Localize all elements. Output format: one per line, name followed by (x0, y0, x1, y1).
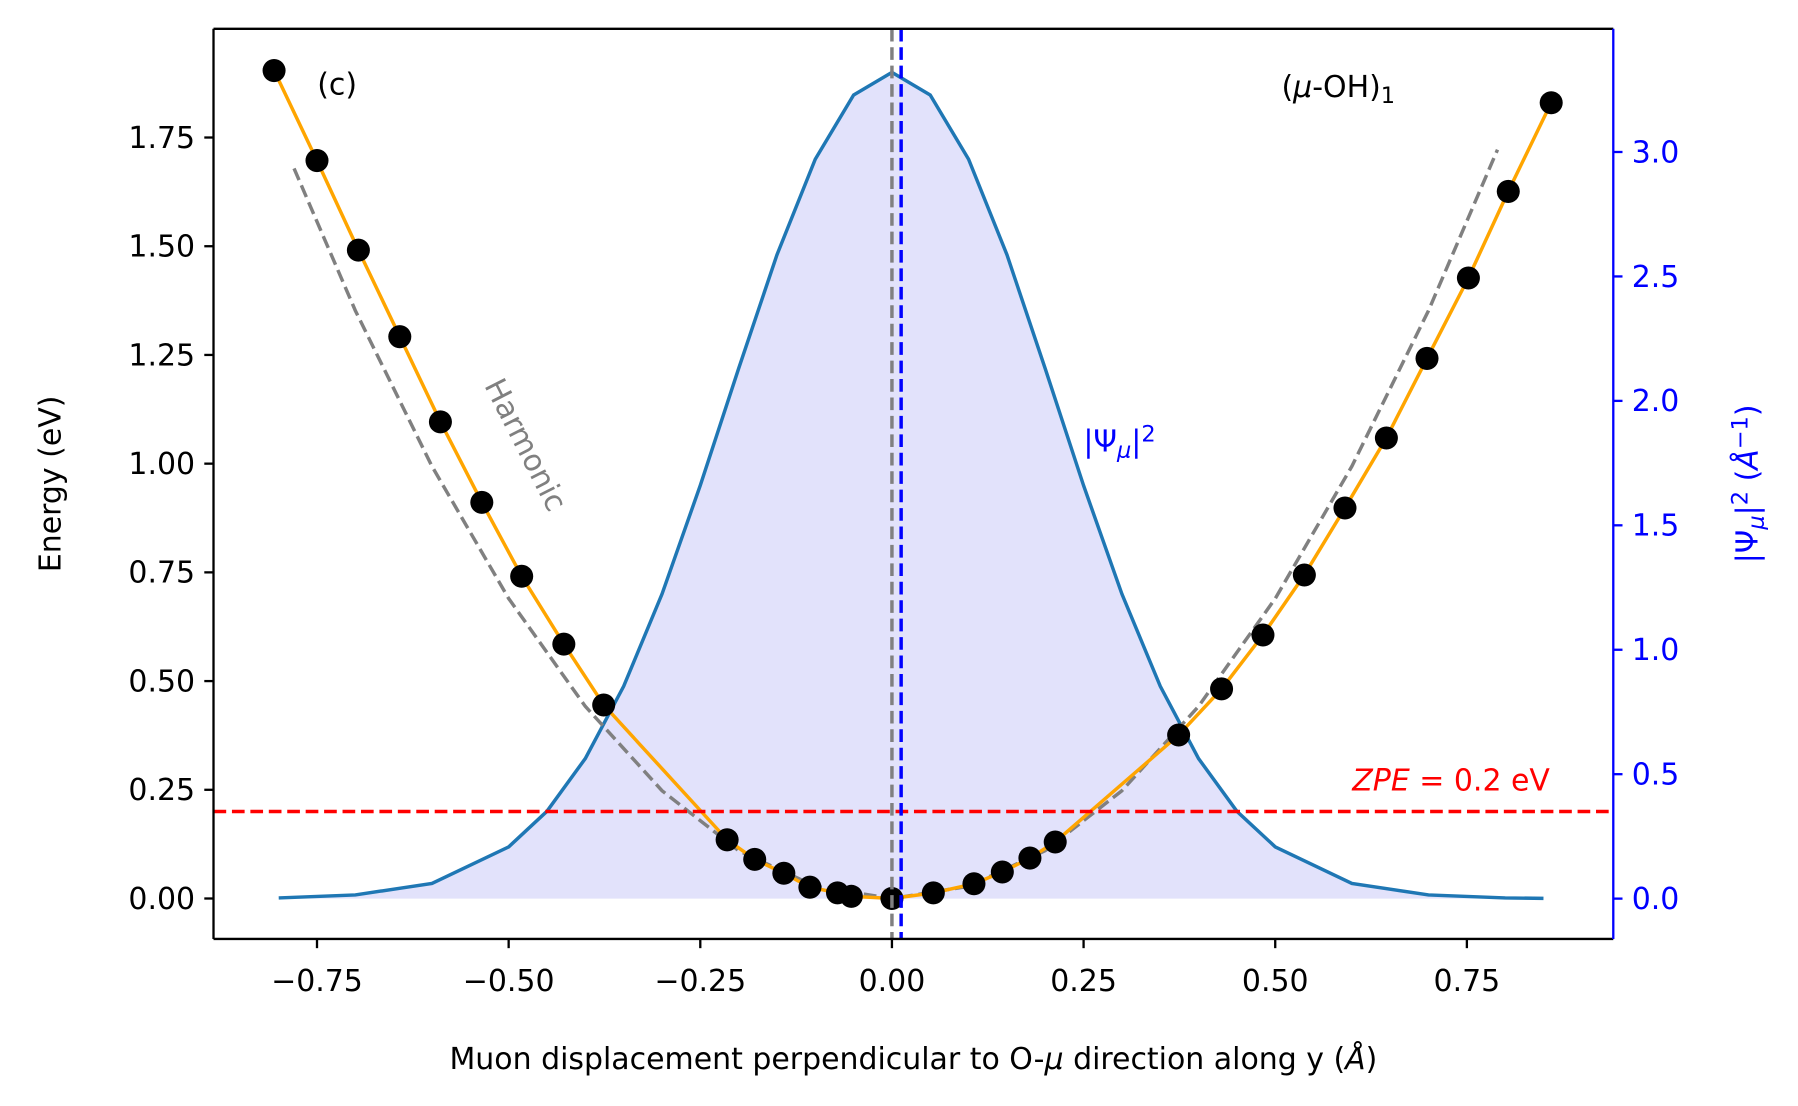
text-part: |Ψ (1730, 530, 1765, 564)
y-tick-label: 1.25 (128, 338, 195, 373)
text-part: ( (1281, 70, 1293, 105)
data-point (1292, 563, 1316, 587)
data-point (1167, 723, 1191, 747)
y-axis-label: Energy (eV) (33, 396, 68, 573)
annotation: |Ψμ|2 (1083, 422, 1155, 463)
x-tick-label: 0.75 (1434, 964, 1501, 999)
data-point (1333, 496, 1357, 520)
y-tick-label: 0.75 (128, 556, 195, 591)
y2-tick-label: 2.0 (1632, 384, 1680, 419)
text-part: direction along y ( (1064, 1042, 1346, 1077)
annotation: Harmonic (477, 373, 574, 517)
x-axis-label: Muon displacement perpendicular to O-μ d… (449, 1041, 1377, 1077)
annotation: ZPE = 0.2 eV (1351, 763, 1550, 798)
data-point (1251, 623, 1275, 647)
data-point (743, 847, 767, 871)
y-tick-label: 0.00 (128, 882, 195, 917)
data-point (772, 861, 796, 885)
wavefunction-line (278, 70, 1544, 901)
data-point (962, 872, 986, 896)
data-point (921, 881, 945, 905)
data-point (1456, 266, 1480, 290)
annotation: (c) (317, 67, 357, 102)
y-tick-label: 1.75 (128, 121, 195, 156)
y2-tick-label: 0.5 (1632, 758, 1680, 793)
text-part: | (1730, 505, 1765, 515)
text-part: Å (1729, 449, 1765, 471)
annotation: (μ-OH)1 (1281, 70, 1395, 109)
data-point (1496, 179, 1520, 203)
x-tick-label: 0.25 (1050, 964, 1117, 999)
data-point (510, 564, 534, 588)
text-part: ( (1730, 470, 1765, 491)
data-point (1210, 677, 1234, 701)
data-point (388, 325, 412, 349)
y2-tick-label: 0.0 (1632, 882, 1680, 917)
text-part: ) (1366, 1042, 1378, 1077)
data-point (1374, 426, 1398, 450)
text-part: μ (1292, 70, 1312, 105)
data-point (428, 410, 452, 434)
x-tick-label: −0.75 (271, 964, 363, 999)
data-point (798, 875, 822, 899)
text-part: −1 (1727, 416, 1753, 449)
text-part: |Ψ (1083, 425, 1117, 460)
text-part: ) (1730, 404, 1765, 416)
data-point (1539, 91, 1563, 115)
data-point (1043, 830, 1067, 854)
text-part: -OH) (1312, 70, 1381, 105)
text-part: 2 (1141, 422, 1155, 448)
area-fill (278, 72, 1544, 899)
y2-tick-label: 1.0 (1632, 633, 1680, 668)
y-tick-label: 1.00 (128, 447, 195, 482)
y2-axis-label: |Ψμ|2 (Å−1) (1727, 404, 1768, 563)
text-part: μ (1043, 1042, 1063, 1077)
text-part: μ (1743, 515, 1769, 530)
y-tick-label: 0.25 (128, 773, 195, 808)
text-part: (c) (317, 67, 357, 102)
y2-tick-label: 3.0 (1632, 135, 1680, 170)
y2-tick-label: 1.5 (1632, 509, 1680, 544)
y-tick-label: 0.50 (128, 664, 195, 699)
y2-tick-label: 2.5 (1632, 260, 1680, 295)
data-point (990, 860, 1014, 884)
x-tick-label: 0.50 (1242, 964, 1309, 999)
text-part: ZPE (1351, 763, 1410, 798)
data-point (346, 238, 370, 262)
text-part: Harmonic (477, 373, 574, 517)
data-point (552, 632, 576, 656)
text-part: μ (1116, 437, 1131, 463)
data-point (1018, 846, 1042, 870)
data-point (262, 59, 286, 83)
data-point (1415, 346, 1439, 370)
data-point (715, 828, 739, 852)
text-part: | (1131, 425, 1141, 460)
text-part: Å (1343, 1041, 1365, 1077)
text-part: Muon displacement perpendicular to O- (449, 1042, 1044, 1077)
y-tick-label: 1.50 (128, 230, 195, 265)
text-part: 2 (1727, 491, 1753, 505)
text-part: = 0.2 eV (1410, 763, 1551, 798)
data-point (839, 884, 863, 908)
text-part: 1 (1381, 82, 1395, 108)
x-tick-label: −0.50 (463, 964, 555, 999)
data-point (305, 149, 329, 173)
x-tick-label: 0.00 (859, 964, 926, 999)
x-tick-label: −0.25 (654, 964, 746, 999)
data-point (470, 490, 494, 514)
data-point (592, 693, 616, 717)
